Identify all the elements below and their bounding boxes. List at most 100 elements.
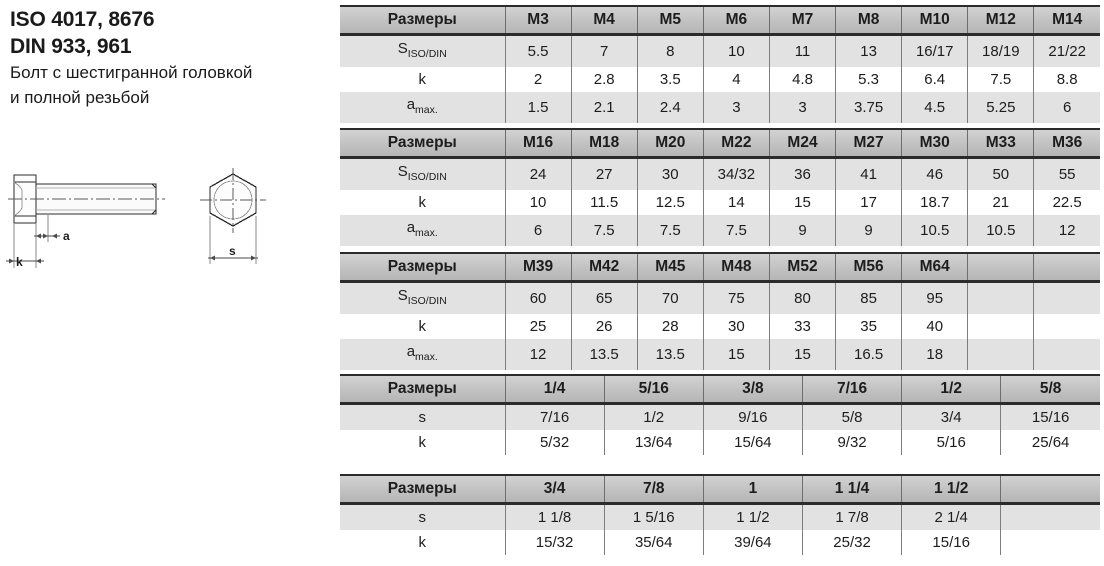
header-cell-size: M12	[967, 5, 1035, 36]
header-cell-size: M5	[637, 5, 704, 36]
table-cell-value: 1/2	[604, 403, 704, 430]
dimension-label-s: s	[229, 244, 236, 258]
table-cell-value: 18	[901, 339, 969, 371]
header-cell-size: M8	[835, 5, 903, 36]
table-cell-value: 34/32	[703, 157, 770, 190]
table-cell-value: 15/32	[505, 530, 605, 556]
header-cell-size: M14	[1033, 5, 1100, 36]
row-label-k: k	[418, 194, 427, 211]
header-cell-size: M16	[505, 128, 572, 159]
table-cell-value: 22.5	[1033, 190, 1100, 215]
table-cell-value: 5.3	[835, 67, 903, 92]
table-cell-value: 10	[505, 190, 572, 215]
header-cell-size: M27	[835, 128, 903, 159]
row-label-k: k	[418, 434, 427, 451]
table-cell-value: 3	[769, 92, 837, 124]
header-cell-size: M33	[967, 128, 1035, 159]
table-row: amax. 12 13.5 13.5 15 15 16.5 18	[340, 339, 1100, 371]
table-cell-value: 28	[637, 314, 704, 339]
row-label-a-max: amax.	[406, 96, 438, 116]
table-cell-value: 5/32	[505, 430, 605, 456]
table-header-row: Размеры 3/4 7/8 1 1 1/4 1 1/2	[340, 474, 1100, 505]
header-cell-size: 1/4	[505, 374, 605, 405]
dimension-label-a: a	[63, 229, 70, 243]
table-cell-value: 25/64	[1000, 430, 1100, 456]
table-imperial-1: Размеры 1/4 5/16 3/8 7/16 1/2 5/8 s 7/16 1/2 9/16 5…	[340, 374, 1100, 456]
header-cell-size: 5/16	[604, 374, 704, 405]
table-cell-empty	[1000, 530, 1100, 556]
table-cell-value: 6	[1033, 92, 1100, 124]
table-cell-value: 7.5	[967, 67, 1035, 92]
table-cell-value: 11	[769, 34, 837, 67]
table-metric-1: Размеры M3 M4 M5 M6 M7 M8 M10 M12 M14 SISO/DIN 5.5 7…	[340, 5, 1100, 124]
left-info-panel: ISO 4017, 8676 DIN 933, 961 Болт с шести…	[0, 0, 338, 566]
table-cell-value: 13	[835, 34, 903, 67]
table-imperial-2: Размеры 3/4 7/8 1 1 1/4 1 1/2 s 1 1/8 1 5/16 1 1/…	[340, 474, 1100, 556]
table-cell-value: 5/16	[901, 430, 1002, 456]
header-cell-size: M10	[901, 5, 969, 36]
table-cell-value: 15/16	[901, 530, 1002, 556]
table-cell-value: 15/16	[1000, 403, 1100, 430]
table-row: k 25 26 28 30 33 35 40	[340, 314, 1100, 339]
table-cell-value: 2.4	[637, 92, 704, 124]
header-cell-size	[967, 252, 1035, 283]
table-cell-value: 15/64	[703, 430, 803, 456]
table-cell-value: 7	[571, 34, 638, 67]
table-cell-value: 26	[571, 314, 638, 339]
table-cell-value: 2.8	[571, 67, 638, 92]
table-cell-value: 7.5	[571, 215, 638, 247]
table-cell-value: 16/17	[901, 34, 969, 67]
table-row: k 5/32 13/64 15/64 9/32 5/16 25/64	[340, 430, 1100, 456]
table-cell-value: 41	[835, 157, 903, 190]
table-row: SISO/DIN 60 65 70 75 80 85 95	[340, 281, 1100, 314]
table-cell-value: 70	[637, 281, 704, 314]
description-line-2: и полной резьбой	[10, 88, 150, 107]
header-cell-size: 7/8	[604, 474, 704, 505]
table-cell-value: 5.5	[505, 34, 572, 67]
table-cell-value: 1.5	[505, 92, 572, 124]
header-cell-size: M22	[703, 128, 770, 159]
table-cell-value: 75	[703, 281, 770, 314]
table-cell-value: 2 1/4	[901, 503, 1002, 530]
header-cell-dimensions: Размеры	[340, 474, 506, 505]
table-cell-value: 8.8	[1033, 67, 1100, 92]
row-label-s: s	[418, 509, 427, 526]
table-cell-value: 6.4	[901, 67, 969, 92]
header-cell-size: 1 1/4	[802, 474, 903, 505]
table-cell-value: 46	[901, 157, 969, 190]
table-cell-value: 15	[769, 190, 837, 215]
header-cell-size: M18	[571, 128, 638, 159]
header-cell-size: 1 1/2	[901, 474, 1002, 505]
table-cell-value: 4.5	[901, 92, 969, 124]
header-cell-size: M6	[703, 5, 770, 36]
table-cell-value: 17	[835, 190, 903, 215]
header-cell-size: M52	[769, 252, 837, 283]
table-row: k 2 2.8 3.5 4 4.8 5.3 6.4 7.5 8.8	[340, 67, 1100, 92]
dimension-table-metric-1: Размеры M3 M4 M5 M6 M7 M8 M10 M12 M14 SISO/DIN 5.5 7…	[340, 5, 1100, 124]
table-cell-value: 80	[769, 281, 837, 314]
table-cell-value: 15	[703, 339, 770, 371]
row-label-s: s	[418, 409, 427, 426]
table-cell-value: 7/16	[505, 403, 605, 430]
header-cell-size: M30	[901, 128, 969, 159]
row-label-cell: k	[340, 430, 506, 456]
table-cell-value: 36	[769, 157, 837, 190]
table-cell-empty	[967, 314, 1035, 339]
title-block: ISO 4017, 8676 DIN 933, 961 Болт с шести…	[10, 6, 335, 110]
header-cell-size: M36	[1033, 128, 1100, 159]
table-cell-value: 9/16	[703, 403, 803, 430]
table-cell-value: 35	[835, 314, 903, 339]
table-cell-value: 30	[637, 157, 704, 190]
header-cell-size	[1033, 252, 1100, 283]
table-cell-value: 13.5	[637, 339, 704, 371]
dimension-table-imperial-1: Размеры 1/4 5/16 3/8 7/16 1/2 5/8 s 7/16 1/2 9/16 5…	[340, 374, 1100, 456]
table-cell-empty	[1033, 339, 1100, 371]
table-row: amax. 6 7.5 7.5 7.5 9 9 10.5 10.5 12	[340, 215, 1100, 247]
dimension-table-imperial-2: Размеры 3/4 7/8 1 1 1/4 1 1/2 s 1 1/8 1 5/16 1 1/…	[340, 474, 1100, 556]
dimension-table-metric-2: Размеры M16 M18 M20 M22 M24 M27 M30 M33 M36 SISO/D…	[340, 128, 1100, 247]
table-cell-value: 18/19	[967, 34, 1035, 67]
row-label-cell: s	[340, 503, 506, 530]
row-label-s-iso-din: SISO/DIN	[397, 40, 447, 60]
table-cell-value: 65	[571, 281, 638, 314]
